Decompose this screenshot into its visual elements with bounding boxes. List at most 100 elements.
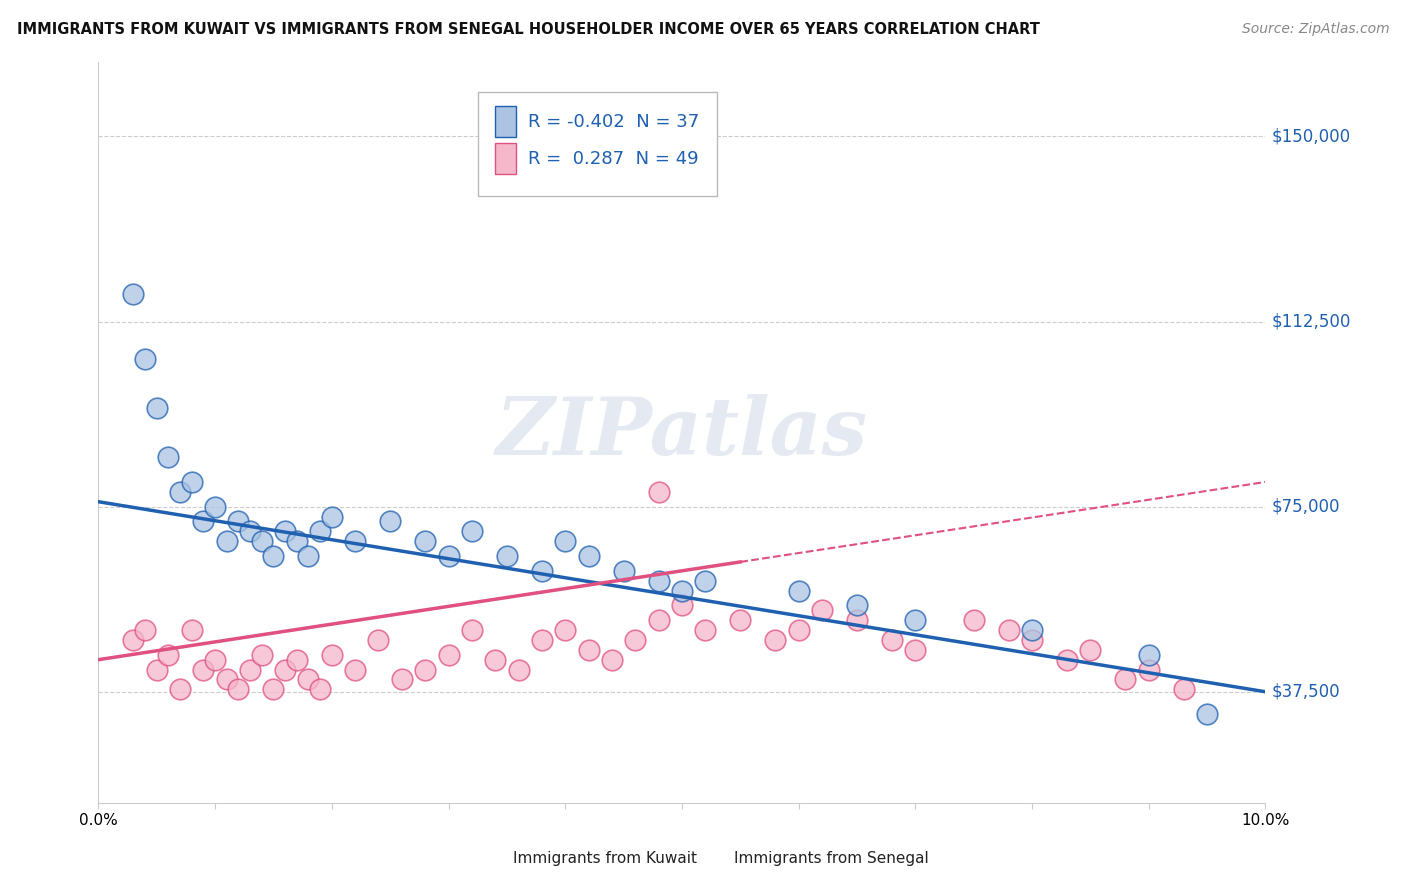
Point [321, 509, 343, 524]
Point [695, 623, 717, 637]
Text: $150,000: $150,000 [1271, 128, 1350, 145]
Point [180, 623, 202, 637]
Point [612, 564, 634, 578]
Point [204, 500, 226, 514]
Point [484, 653, 506, 667]
Point [1137, 663, 1160, 677]
Point [647, 574, 669, 588]
Point [578, 549, 600, 563]
Point [297, 549, 319, 563]
Point [695, 574, 717, 588]
Point [239, 663, 262, 677]
Point [413, 534, 436, 549]
Point [157, 450, 180, 465]
Point [193, 515, 215, 529]
Point [671, 583, 693, 598]
Point [904, 642, 927, 657]
Point [1114, 673, 1136, 687]
Point [624, 632, 647, 647]
Point [250, 534, 273, 549]
Text: $75,000: $75,000 [1271, 498, 1340, 516]
Point [787, 623, 810, 637]
Point [250, 648, 273, 662]
Point [262, 682, 284, 697]
Text: $112,500: $112,500 [1271, 312, 1351, 331]
Point [367, 632, 389, 647]
Point [297, 673, 319, 687]
Point [554, 623, 576, 637]
Point [193, 663, 215, 677]
Point [554, 534, 576, 549]
Point [122, 632, 145, 647]
Point [134, 351, 156, 366]
Point [344, 663, 367, 677]
Bar [706, 847, 724, 870]
Point [1056, 653, 1078, 667]
Point [321, 648, 343, 662]
Point [169, 682, 191, 697]
Bar [495, 143, 516, 174]
Point [461, 623, 484, 637]
Point [215, 673, 238, 687]
Point [962, 613, 984, 627]
Point [169, 484, 191, 499]
Point [578, 642, 600, 657]
Point [146, 401, 169, 415]
Point [811, 603, 834, 617]
Point [496, 549, 519, 563]
FancyBboxPatch shape [478, 92, 717, 195]
Point [204, 653, 226, 667]
Text: Source: ZipAtlas.com: Source: ZipAtlas.com [1241, 22, 1389, 37]
Point [122, 287, 145, 301]
Text: ZIPatlas: ZIPatlas [496, 394, 868, 471]
Point [530, 564, 553, 578]
Point [730, 613, 752, 627]
Point [846, 599, 869, 613]
Point [239, 524, 262, 539]
Point [413, 663, 436, 677]
Point [647, 484, 669, 499]
Point [180, 475, 202, 489]
Point [274, 663, 297, 677]
Point [880, 632, 903, 647]
Text: IMMIGRANTS FROM KUWAIT VS IMMIGRANTS FROM SENEGAL HOUSEHOLDER INCOME OVER 65 YEA: IMMIGRANTS FROM KUWAIT VS IMMIGRANTS FRO… [17, 22, 1040, 37]
Point [671, 599, 693, 613]
Bar [495, 106, 516, 137]
Point [215, 534, 238, 549]
Point [997, 623, 1019, 637]
Point [228, 515, 250, 529]
Point [285, 534, 308, 549]
Point [274, 524, 297, 539]
Bar [484, 847, 502, 870]
Point [763, 632, 786, 647]
Point [1021, 623, 1043, 637]
Text: $37,500: $37,500 [1271, 682, 1340, 701]
Point [344, 534, 367, 549]
Point [309, 524, 332, 539]
Point [1137, 648, 1160, 662]
Point [461, 524, 484, 539]
Point [437, 648, 460, 662]
Point [530, 632, 553, 647]
Point [285, 653, 308, 667]
Point [1080, 642, 1102, 657]
Text: Immigrants from Kuwait: Immigrants from Kuwait [513, 851, 697, 866]
Text: R = -0.402  N = 37: R = -0.402 N = 37 [527, 112, 699, 130]
Point [647, 613, 669, 627]
Point [146, 663, 169, 677]
Point [134, 623, 156, 637]
Text: Immigrants from Senegal: Immigrants from Senegal [734, 851, 929, 866]
Point [1195, 706, 1218, 721]
Point [437, 549, 460, 563]
Point [1173, 682, 1195, 697]
Point [787, 583, 810, 598]
Point [228, 682, 250, 697]
Point [600, 653, 623, 667]
Point [904, 613, 927, 627]
Point [846, 613, 869, 627]
Point [262, 549, 284, 563]
Point [391, 673, 413, 687]
Point [380, 515, 402, 529]
Point [309, 682, 332, 697]
Point [157, 648, 180, 662]
